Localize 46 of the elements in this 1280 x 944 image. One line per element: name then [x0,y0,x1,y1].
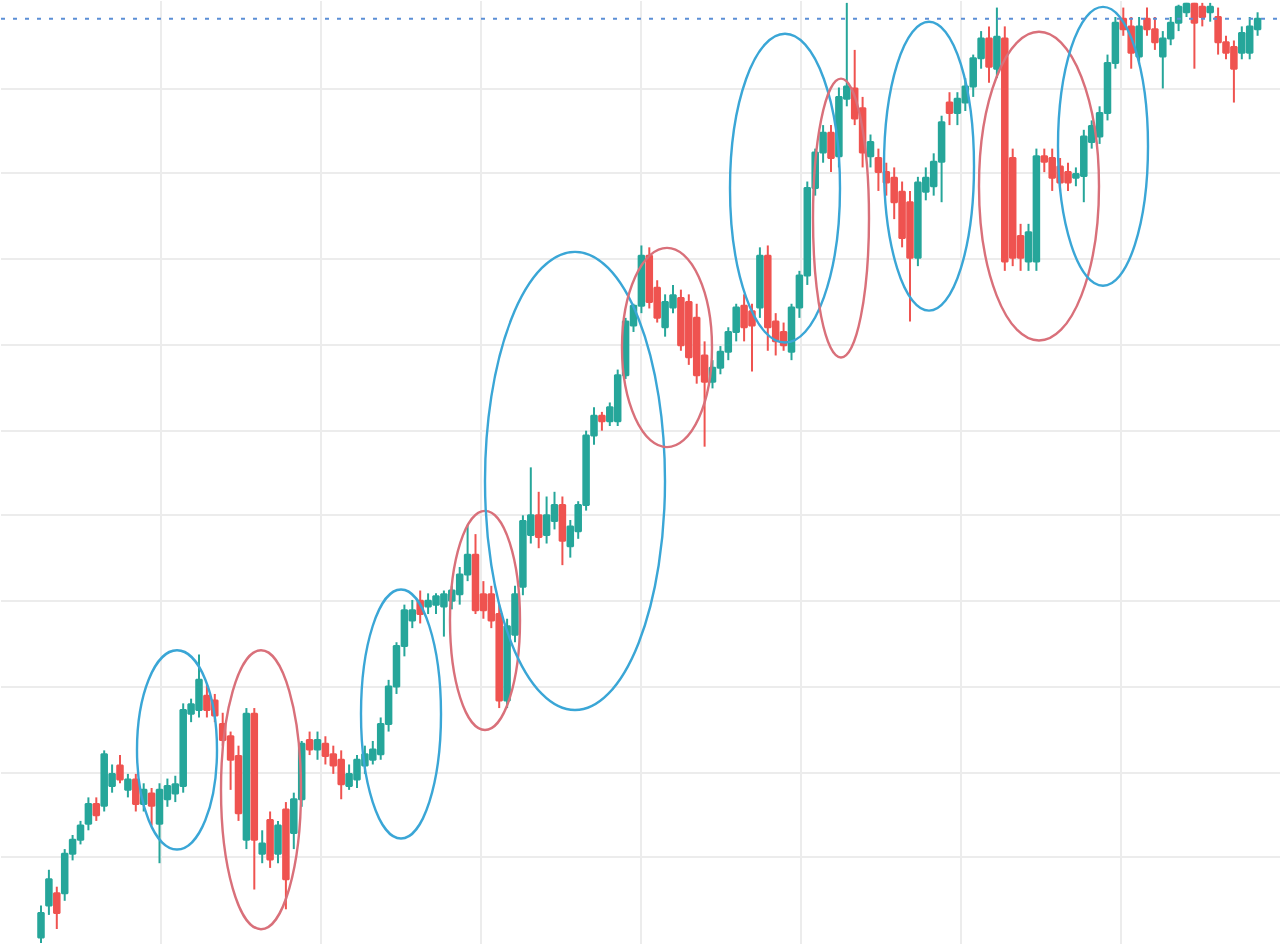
candlestick [132,772,140,813]
candlestick [92,796,101,822]
candlestick [345,763,353,791]
candlestick [116,754,124,785]
candlestick [1135,15,1143,65]
candlestick [661,293,669,338]
candlestick [945,91,954,127]
candlestick [53,885,61,931]
candlestick [1214,6,1222,56]
candlestick [598,410,606,432]
candlestick [993,6,1001,80]
candlestick [432,592,440,616]
candlestick [195,653,203,719]
candlestick [558,495,567,567]
candlestick [266,810,274,869]
candlestick [337,749,345,801]
candlestick [953,91,962,127]
candlestick [1230,39,1238,104]
candlestick [305,730,314,757]
candlestick [1064,161,1072,192]
candlestick [124,772,132,799]
candlestick [542,495,551,545]
candlestick [534,490,543,550]
candlestick [321,735,330,766]
candlestick [1238,25,1246,61]
candlestick [258,829,266,865]
candlestick [985,25,993,84]
candlestick [440,589,448,638]
candlestick [1151,15,1159,51]
candlestick [274,819,282,865]
candlestick [1198,1,1207,28]
candlestick [1190,1,1199,70]
candlestick [1048,147,1056,192]
candlestick [147,786,156,827]
candlestick [155,782,164,865]
candlestick [353,754,361,789]
candlestick [1206,1,1214,23]
candlestick [424,592,432,616]
candlestick [313,730,322,761]
candlestick [203,683,211,719]
candlestick [874,147,883,192]
candlestick [866,133,875,169]
candlestick [827,124,835,174]
candlestick [1080,128,1088,204]
candlestick [937,114,946,204]
candlestick [1245,15,1254,61]
